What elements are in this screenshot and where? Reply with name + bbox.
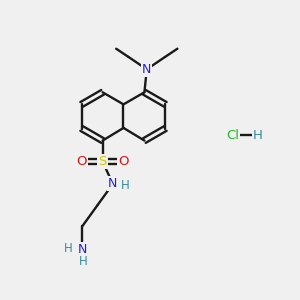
Text: N: N bbox=[78, 243, 87, 256]
Text: N: N bbox=[142, 63, 152, 76]
Text: Cl: Cl bbox=[226, 129, 239, 142]
Text: H: H bbox=[64, 242, 73, 255]
Text: H: H bbox=[121, 179, 130, 192]
Text: O: O bbox=[77, 155, 87, 168]
Text: N: N bbox=[108, 177, 118, 190]
Text: H: H bbox=[79, 255, 87, 268]
Text: H: H bbox=[253, 129, 262, 142]
Text: O: O bbox=[118, 155, 128, 168]
Text: S: S bbox=[98, 155, 107, 168]
